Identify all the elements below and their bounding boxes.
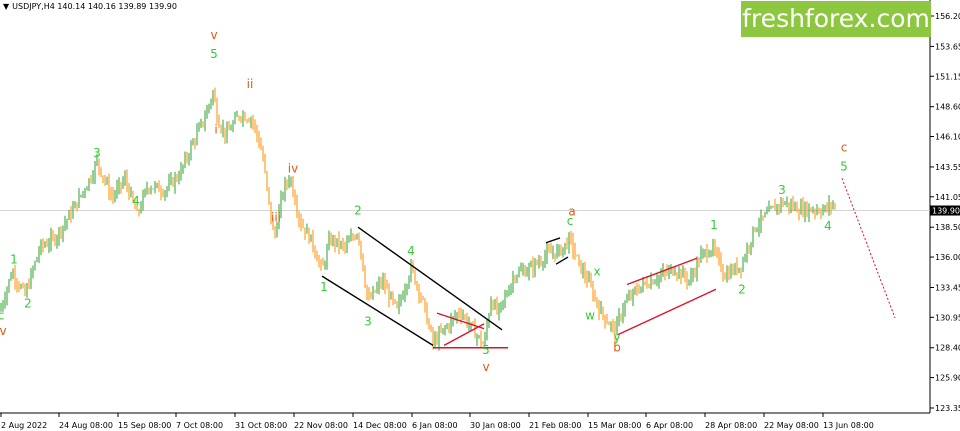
y-tick-label: 125.90	[935, 374, 960, 383]
y-tick-label: 128.40	[935, 344, 960, 353]
freshforex-logo: freshforex.com	[741, 1, 931, 37]
y-tick-label: 148.60	[935, 103, 960, 112]
wave-label: 5	[210, 47, 218, 61]
price-tag-label: 139.90	[932, 207, 960, 216]
wave-label: a	[568, 205, 575, 219]
time-axis: 2 Aug 2022 24 Aug 08:00 15 Sep 08:00 7 Oct …	[0, 413, 874, 430]
wave-label: i	[214, 122, 217, 136]
wave-label: y	[613, 330, 620, 344]
x-tick-label: 6 Apr 08:00	[646, 421, 693, 430]
y-tick-label: 133.45	[935, 283, 960, 292]
x-tick-label: 6 Jan 08:00	[412, 421, 458, 430]
wave-label: 5	[482, 343, 490, 357]
channel-line	[321, 275, 434, 346]
wave-label: v	[210, 28, 217, 42]
wave-label: 5	[840, 159, 848, 173]
y-tick-label: 151.15	[935, 72, 960, 81]
wave-label: x	[593, 264, 600, 278]
x-tick-label: 15 Mar 08:00	[588, 421, 641, 430]
current-price-tag: 139.90	[930, 205, 960, 216]
x-tick-label: 22 May 08:00	[764, 421, 819, 430]
channel-line	[443, 323, 485, 346]
x-tick-label: 15 Sep 08:00	[118, 421, 171, 430]
price-axis: 156.20 153.65 151.15 148.60 146.10 143.55 141.…	[930, 12, 960, 413]
wave-label: 4	[407, 244, 415, 258]
wave-label: 4	[824, 219, 832, 233]
symbol-line: USDJPY,H4 140.14 140.16 139.89 139.90	[12, 2, 177, 11]
wave-label: c	[841, 140, 848, 154]
x-tick-label: 30 Jan 08:00	[470, 421, 521, 430]
wave-label: 2	[738, 282, 746, 296]
wave-label: c	[567, 214, 574, 228]
wave-label: 3	[364, 314, 372, 328]
candles	[0, 87, 836, 351]
wave-label: iv	[288, 162, 298, 176]
x-tick-label: 31 Oct 08:00	[235, 421, 287, 430]
forecast-dotted-line	[841, 178, 896, 319]
x-tick-label: 28 Apr 08:00	[705, 421, 757, 430]
y-tick-label: 123.35	[935, 404, 960, 413]
y-tick-label: 141.05	[935, 193, 960, 202]
wave-label: 1	[710, 218, 718, 232]
wave-label: 2	[354, 204, 362, 218]
y-tick-label: 130.95	[935, 313, 960, 322]
wave-label: v	[0, 324, 7, 338]
logo-text: freshforex.com	[742, 4, 930, 33]
wave-label: 2	[24, 297, 32, 311]
wave-label: iii	[271, 211, 281, 225]
channel-line	[555, 256, 569, 265]
forecast-line	[841, 178, 896, 319]
channel-line	[545, 237, 561, 244]
wave-label: 3	[93, 146, 101, 160]
x-tick-label: 2 Aug 2022	[1, 421, 47, 430]
y-tick-label: 146.10	[935, 133, 960, 142]
x-tick-label: 22 Nov 08:00	[294, 421, 348, 430]
y-tick-label: 156.20	[935, 12, 960, 21]
wave-label: c	[0, 309, 4, 323]
y-tick-label: 153.65	[935, 42, 960, 51]
wave-label: v	[482, 360, 489, 374]
x-tick-label: 21 Feb 08:00	[529, 421, 581, 430]
wave-label: 1	[320, 280, 328, 294]
wave-label: ii	[247, 77, 254, 91]
wave-label: b	[613, 341, 621, 355]
x-tick-label: 13 Jun 08:00	[823, 421, 874, 430]
channel-line	[436, 312, 485, 330]
wave-label: w	[585, 309, 595, 323]
wave-label: 3	[778, 183, 786, 197]
channel-lines	[321, 226, 717, 349]
channel-line	[357, 226, 503, 331]
symbol-info: ▼ USDJPY,H4 140.14 140.16 139.89 139.90	[3, 2, 177, 11]
y-tick-label: 143.55	[935, 163, 960, 172]
wave-label: 4	[132, 194, 140, 208]
x-tick-label: 24 Aug 08:00	[59, 421, 113, 430]
y-tick-label: 138.50	[935, 223, 960, 232]
channel-line	[617, 288, 717, 336]
channel-line	[626, 257, 698, 286]
price-tag-box	[930, 205, 960, 216]
wave-label: 1	[10, 252, 18, 266]
x-tick-label: 14 Dec 08:00	[353, 421, 407, 430]
dropdown-arrow-icon[interactable]: ▼	[3, 2, 10, 11]
x-tick-label: 7 Oct 08:00	[176, 421, 223, 430]
y-tick-label: 136.00	[935, 253, 960, 262]
